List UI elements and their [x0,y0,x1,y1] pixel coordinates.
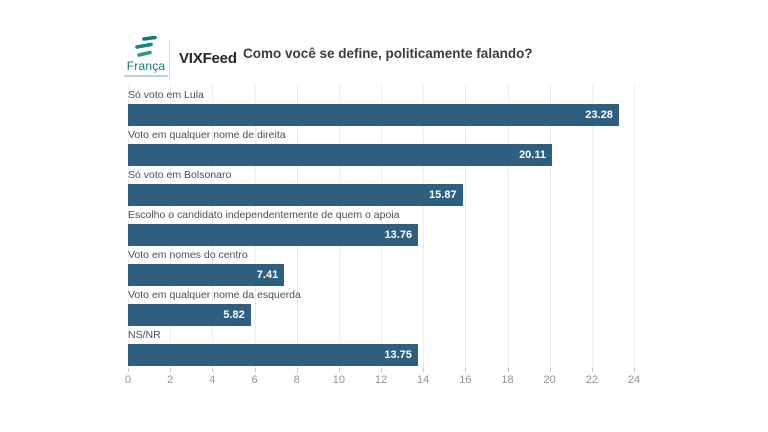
bar-label: Só voto em Lula [128,89,204,101]
x-tick-label: 8 [293,374,300,386]
x-tick-mark [212,368,214,372]
x-tick-mark [465,368,467,372]
bar: 5.82 [128,304,251,326]
franca-logo-tagline [124,75,168,77]
x-tick-mark [549,368,551,372]
bar-label: Voto em nomes do centro [128,249,248,261]
bar: 13.75 [128,344,418,366]
gridline [634,85,635,368]
franca-logo-icon [135,36,157,57]
x-tick-label: 6 [251,374,258,386]
x-tick-label: 10 [332,374,345,386]
chart-title: Como você se define, politicamente falan… [243,46,533,61]
bar: 13.76 [128,224,419,246]
bar-value: 13.75 [384,349,412,361]
bar: 7.41 [128,264,285,286]
x-tick-mark [338,368,340,372]
x-tick-mark [254,368,256,372]
bar-value: 7.41 [256,269,279,281]
x-tick-label: 2 [167,374,174,386]
bar-value: 15.87 [429,189,457,201]
bar: 23.28 [128,104,619,126]
x-tick-label: 12 [374,374,388,386]
x-tick-label: 20 [543,374,556,386]
x-tick-mark [170,368,172,372]
bar-label: Escolho o candidato independentemente de… [128,209,400,221]
bar: 15.87 [128,184,463,206]
x-tick-mark [423,368,425,372]
franca-logo-text: França [126,59,166,73]
gridline [591,85,593,368]
x-tick-label: 18 [501,374,514,386]
x-tick-mark [128,368,129,372]
vixfeed-wordmark: VIXFeed [179,50,237,67]
x-tick-mark [296,368,298,372]
x-tick-label: 14 [417,374,430,386]
x-tick-label: 16 [459,374,472,386]
x-tick-mark [634,368,635,372]
x-tick-mark [381,368,382,372]
bar-value: 20.11 [519,149,546,161]
bar-label: Só voto em Bolsonaro [128,169,232,181]
bar-label: Voto em qualquer nome da esquerda [128,289,301,301]
x-tick-label: 22 [585,374,598,386]
gridline [465,85,467,368]
bar-value: 23.28 [585,109,613,121]
bar-value: 5.82 [223,309,245,321]
franca-logo: França [122,36,170,82]
x-tick-label: 0 [124,374,132,386]
bar-label: NS/NR [128,329,161,341]
gridline [423,85,425,368]
x-tick-mark [507,368,509,372]
gridline [507,85,509,368]
gridline [549,85,551,368]
x-tick-mark [591,368,593,372]
bar-label: Voto em qualquer nome de direita [128,129,286,141]
header-divider [169,40,170,80]
x-tick-label: 24 [627,374,641,386]
bar: 20.11 [128,144,552,166]
bar-value: 13.76 [384,229,413,241]
x-tick-label: 4 [209,374,216,386]
